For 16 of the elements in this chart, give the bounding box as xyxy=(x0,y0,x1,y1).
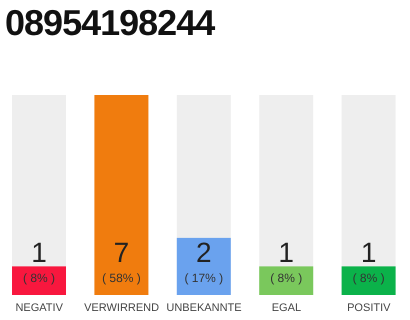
x-tick-label: VERWIRREND xyxy=(84,302,160,314)
x-tick-label: NEGATIV xyxy=(15,302,64,314)
data-label: 2 xyxy=(196,237,212,268)
annotation: ( 58% ) xyxy=(102,271,141,285)
chart-title: 08954198244 xyxy=(5,2,214,44)
annotation: ( 17% ) xyxy=(184,271,224,285)
annotation: ( 8% ) xyxy=(23,271,56,285)
annotation: ( 8% ) xyxy=(352,271,385,285)
x-tick-label: POSITIV xyxy=(347,302,392,314)
x-tick-label: UNBEKANNTE xyxy=(166,302,242,314)
data-label: 1 xyxy=(31,237,47,268)
data-label: 7 xyxy=(114,237,130,268)
x-tick-label: EGAL xyxy=(272,302,302,314)
data-label: 1 xyxy=(278,237,294,268)
annotation: ( 8% ) xyxy=(270,271,302,285)
data-label: 1 xyxy=(360,237,376,268)
